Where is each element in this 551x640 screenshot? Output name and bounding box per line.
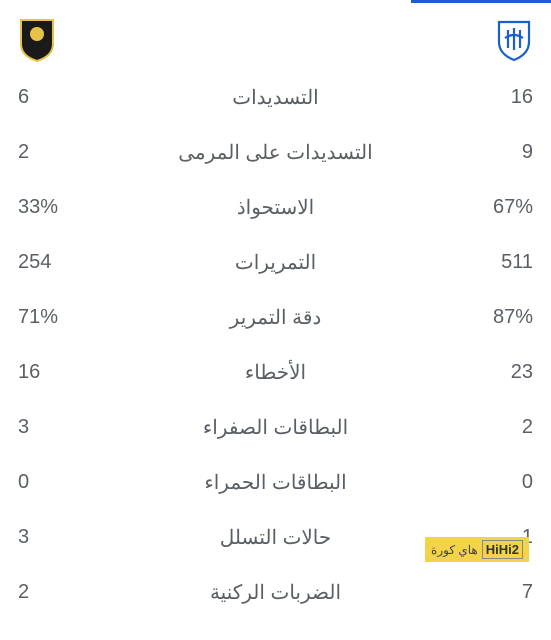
team-right-logo <box>495 18 533 62</box>
stat-label: الاستحواذ <box>88 195 463 220</box>
team-left-logo <box>18 18 56 62</box>
stat-left-value: 254 <box>18 251 88 274</box>
stat-left-value: 3 <box>18 526 88 549</box>
stat-right-value: 2 <box>463 416 533 439</box>
stat-row: 254 التمريرات 511 <box>18 235 533 290</box>
watermark: HiHi2 هاي كورة <box>425 537 529 562</box>
stat-right-value: 511 <box>463 251 533 274</box>
stat-left-value: 33% <box>18 196 88 219</box>
stat-row: 3 البطاقات الصفراء 2 <box>18 400 533 455</box>
watermark-text: هاي كورة <box>431 543 478 557</box>
stat-label: الضربات الركنية <box>88 580 463 605</box>
watermark-brand: HiHi2 <box>482 540 523 559</box>
stat-label: التمريرات <box>88 250 463 275</box>
stat-right-value: 23 <box>463 361 533 384</box>
stat-row: 71% دقة التمرير 87% <box>18 290 533 345</box>
stat-label: التسديدات على المرمى <box>88 140 463 165</box>
stat-right-value: 9 <box>463 141 533 164</box>
stat-left-value: 2 <box>18 581 88 604</box>
stat-label: حالات التسلل <box>88 525 463 550</box>
stat-left-value: 16 <box>18 361 88 384</box>
stat-right-value: 87% <box>463 306 533 329</box>
stat-label: الأخطاء <box>88 360 463 385</box>
stat-left-value: 0 <box>18 471 88 494</box>
team-logos-row <box>0 0 551 70</box>
stat-label: البطاقات الحمراء <box>88 470 463 495</box>
active-tab-indicator <box>411 0 551 3</box>
stat-left-value: 3 <box>18 416 88 439</box>
stat-right-value: 7 <box>463 581 533 604</box>
stat-left-value: 2 <box>18 141 88 164</box>
stat-label: دقة التمرير <box>88 305 463 330</box>
stat-label: التسديدات <box>88 85 463 110</box>
stat-left-value: 6 <box>18 86 88 109</box>
stat-right-value: 16 <box>463 86 533 109</box>
stat-right-value: 0 <box>463 471 533 494</box>
stat-row: 2 الضربات الركنية 7 <box>18 565 533 620</box>
stat-right-value: 67% <box>463 196 533 219</box>
stat-label: البطاقات الصفراء <box>88 415 463 440</box>
stat-left-value: 71% <box>18 306 88 329</box>
stat-row: 16 الأخطاء 23 <box>18 345 533 400</box>
stat-row: 6 التسديدات 16 <box>18 70 533 125</box>
stat-row: 2 التسديدات على المرمى 9 <box>18 125 533 180</box>
stat-row: 33% الاستحواذ 67% <box>18 180 533 235</box>
stat-row: 0 البطاقات الحمراء 0 <box>18 455 533 510</box>
